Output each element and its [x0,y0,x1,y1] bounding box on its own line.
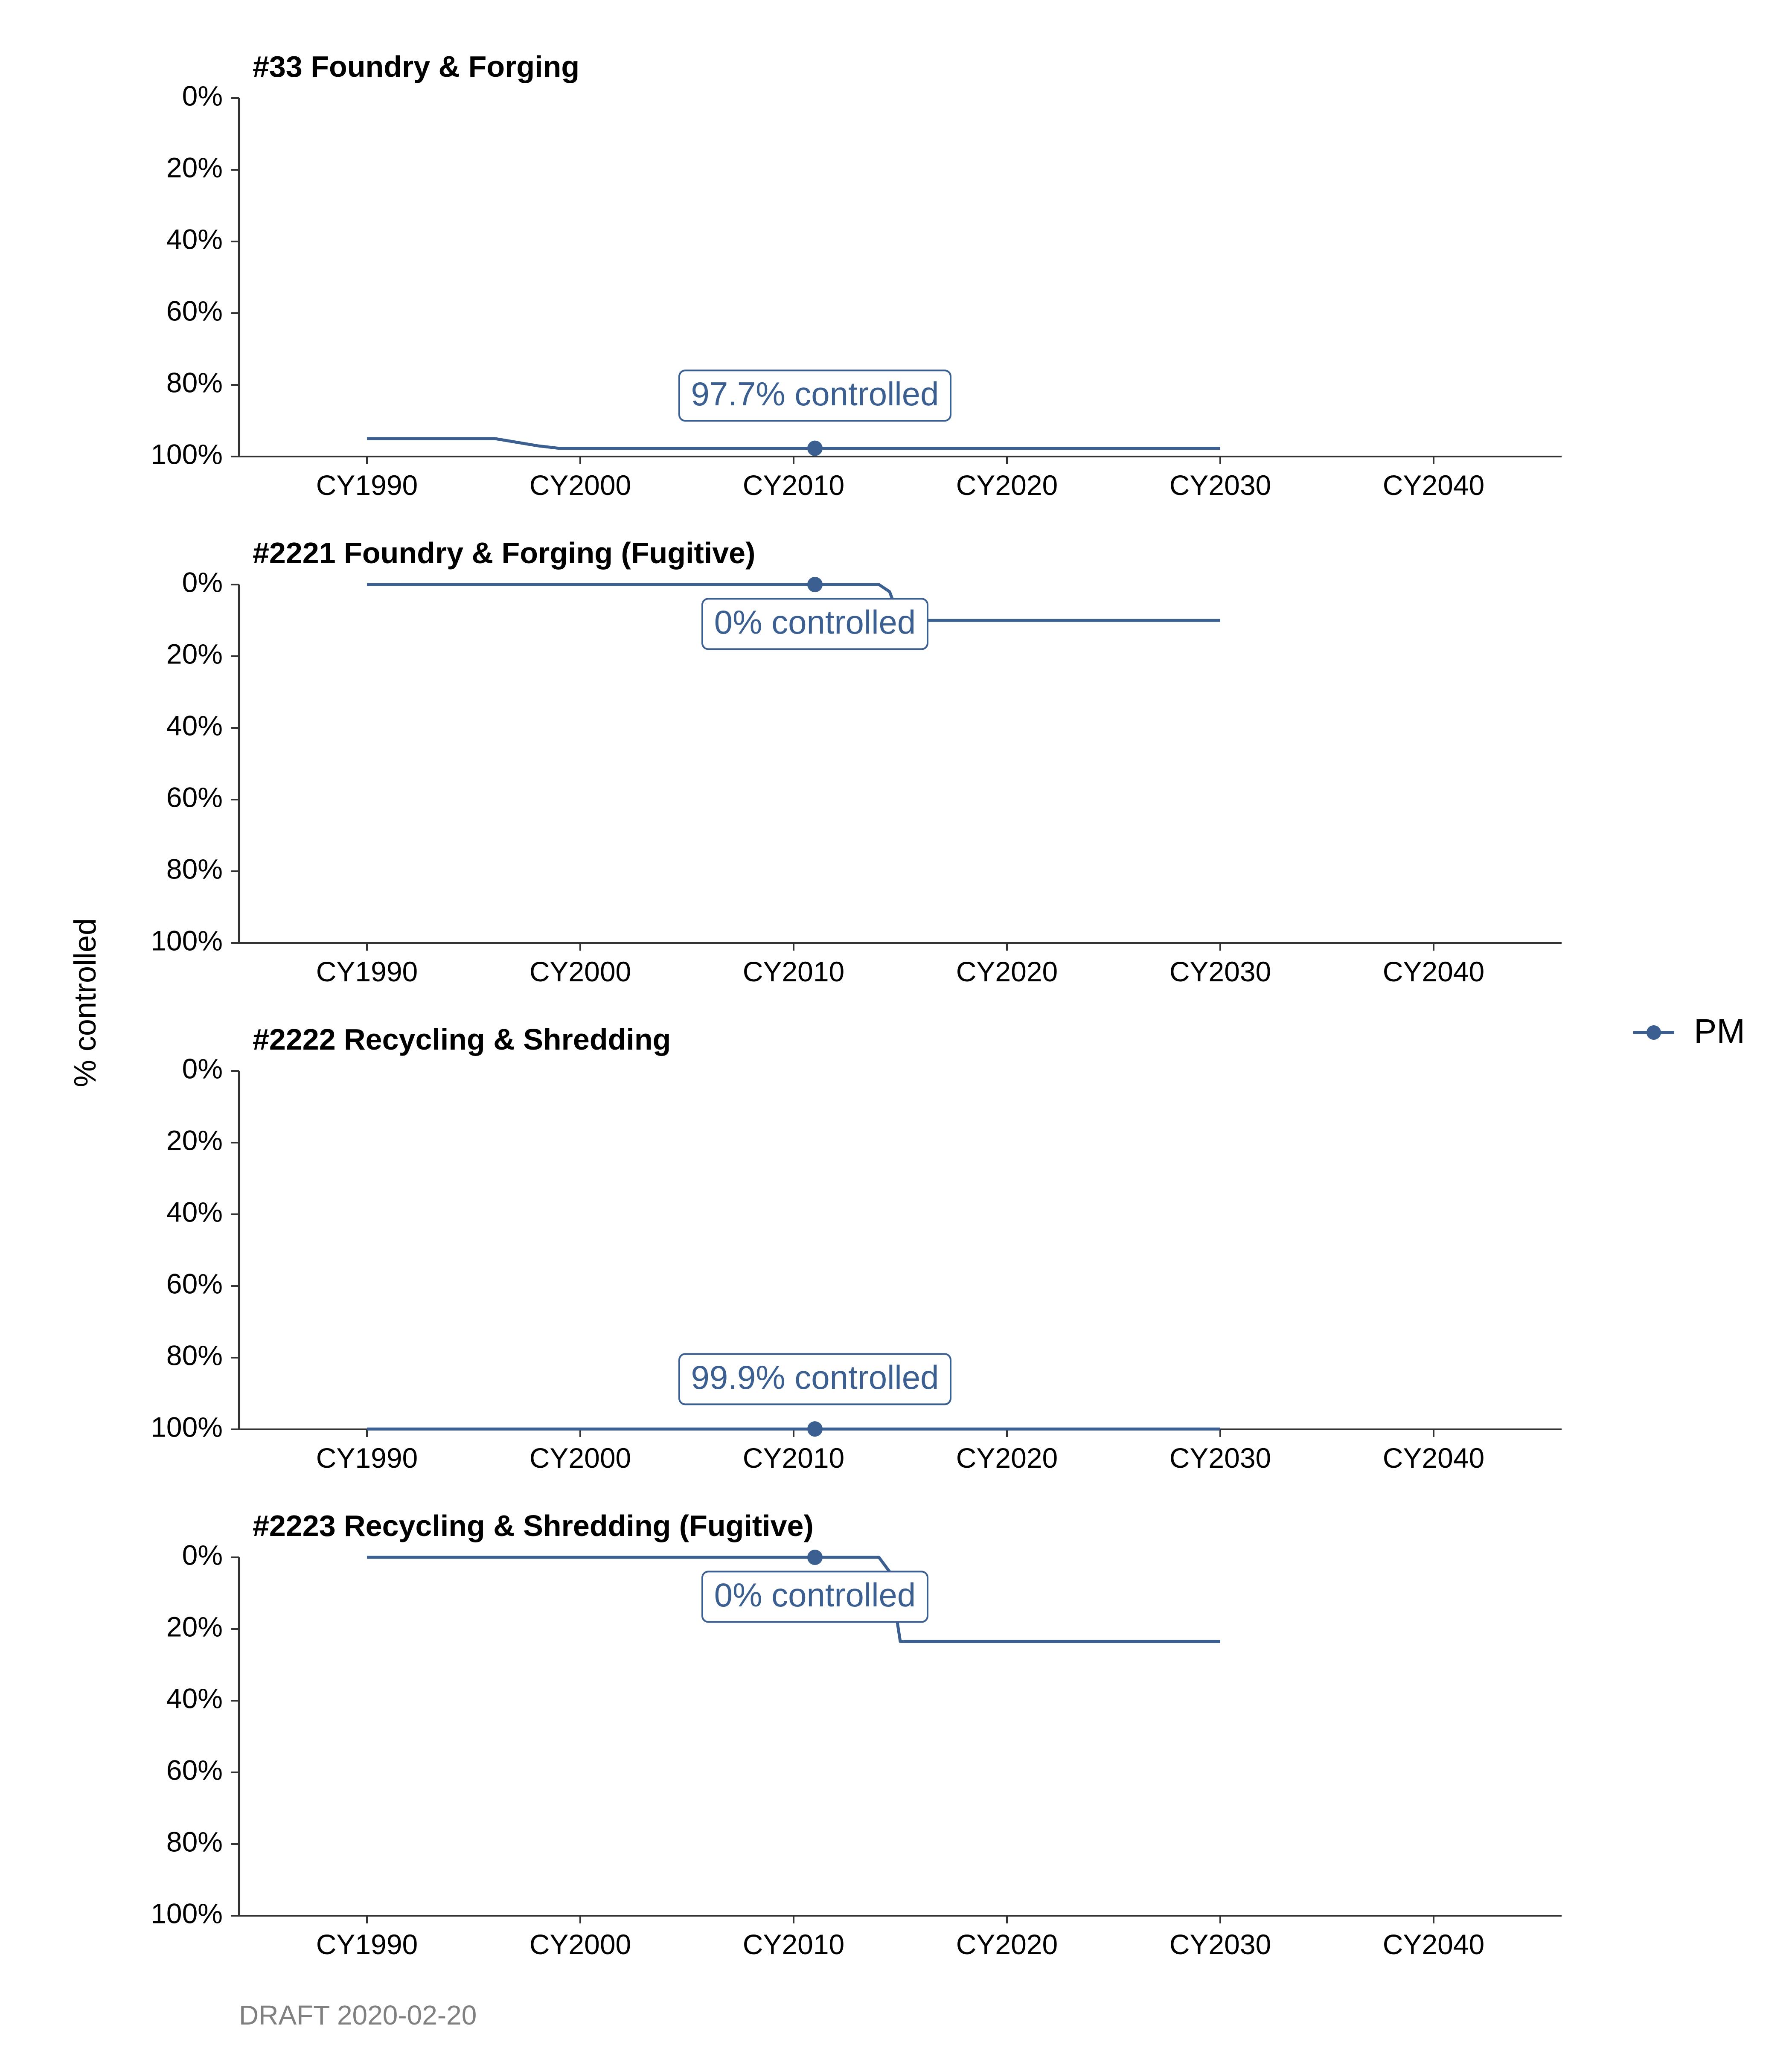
x-tick-label: CY1990 [316,469,418,501]
x-tick-label: CY1990 [316,956,418,987]
highlight-point [807,440,823,456]
panel-1: #33 Foundry & Forging 0% 20% 40% 60% 80% 100% C… [151,50,1562,501]
x-tick-label: CY2030 [1169,469,1271,501]
annotation-box [701,1571,928,1623]
y-tick-label: 100% [151,438,223,470]
annotation-box [701,598,928,650]
series-line-pm [367,583,1220,622]
y-tick-label: 20% [166,1124,223,1156]
annotation-box [678,369,951,422]
y-tick-label: 40% [166,1682,223,1714]
x-tick-label: CY2000 [529,1929,631,1960]
x-tick-label: CY2000 [529,956,631,987]
panel-4: #2223 Recycling & Shredding (Fugitive) 0%… [151,1509,1562,1960]
y-tick-label: 60% [166,781,223,813]
y-tick-label: 20% [166,1611,223,1642]
x-tick-label: CY2010 [743,469,845,501]
series-line-pm [367,437,1220,450]
panel-title: #2221 Foundry & Forging (Fugitive) [253,536,755,570]
y-tick-label: 60% [166,1268,223,1299]
x-tick-label: CY2010 [743,956,845,987]
legend: PM [1633,1012,1745,1050]
y-tick-label: 100% [151,1411,223,1443]
x-tick-label: CY2030 [1169,956,1271,987]
y-tick-label: 40% [166,710,223,741]
y-tick-label: 40% [166,223,223,255]
panel-title: #2223 Recycling & Shredding (Fugitive) [253,1509,814,1542]
x-tick-label: CY2010 [743,1442,845,1474]
annotation-label: 97.7% controlled [691,375,939,413]
panel-2: #2221 Foundry & Forging (Fugitive) 0% 20% 4… [151,536,1562,987]
draft-caption: DRAFT 2020-02-20 [239,2000,477,2031]
y-tick-label: 0% [182,566,223,598]
panels: #33 Foundry & Forging 0% 20% 40% 60% 80% 100% C… [151,50,1562,1960]
x-tick-label: CY1990 [316,1442,418,1474]
x-tick-label: CY2010 [743,1929,845,1960]
y-tick-label: 0% [182,80,223,111]
x-tick-label: CY2000 [529,1442,631,1474]
x-tick-label: CY2030 [1169,1929,1271,1960]
x-tick-label: CY2040 [1383,956,1485,987]
annotation-label: 0% controlled [714,1576,916,1614]
y-tick-label: 80% [166,853,223,884]
annotation-box [678,1353,951,1405]
x-tick-label: CY2030 [1169,1442,1271,1474]
y-tick-label: 60% [166,1754,223,1786]
legend-key-point [1647,1025,1661,1040]
highlight-point [807,577,823,592]
y-tick-label: 0% [182,1539,223,1571]
y-tick-label: 20% [166,151,223,183]
y-tick-label: 100% [151,1897,223,1929]
y-tick-label: 80% [166,367,223,398]
x-tick-label: CY2020 [956,1442,1058,1474]
annotation-label: 0% controlled [714,603,916,641]
y-tick-label: 80% [166,1826,223,1857]
x-tick-label: CY2000 [529,469,631,501]
x-tick-label: CY1990 [316,1929,418,1960]
highlight-point [807,1421,823,1437]
x-tick-label: CY2020 [956,469,1058,501]
x-tick-label: CY2040 [1383,1442,1485,1474]
panel-title: #33 Foundry & Forging [253,50,579,83]
y-tick-label: 40% [166,1196,223,1228]
x-tick-label: CY2020 [956,1929,1058,1960]
y-tick-label: 80% [166,1339,223,1371]
x-tick-label: CY2040 [1383,469,1485,501]
y-tick-label: 60% [166,295,223,326]
legend-label-pm: PM [1694,1012,1745,1050]
y-axis-label: % controlled [68,918,102,1087]
x-tick-label: CY2020 [956,956,1058,987]
panel-3: #2222 Recycling & Shredding 0% 20% 40% 60% 80… [151,1023,1562,1474]
panel-title: #2222 Recycling & Shredding [253,1023,671,1056]
y-tick-label: 100% [151,925,223,956]
y-tick-label: 0% [182,1053,223,1084]
highlight-point [807,1550,823,1565]
y-tick-label: 20% [166,638,223,669]
annotation-label: 99.9% controlled [691,1359,939,1396]
x-tick-label: CY2040 [1383,1929,1485,1960]
